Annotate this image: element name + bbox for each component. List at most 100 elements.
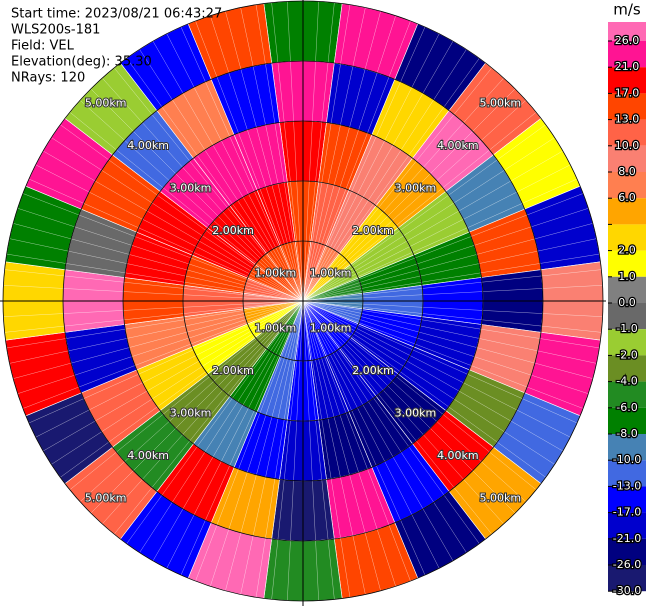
ring-label: 3.00km — [395, 182, 437, 195]
ray-line — [302, 300, 411, 582]
ring-label: 3.00km — [170, 182, 212, 195]
colorbar-label: 6.0 — [618, 191, 636, 204]
range-ring — [182, 180, 424, 422]
ray-line — [195, 300, 304, 582]
ring-label: 5.00km — [479, 97, 521, 110]
ray-line — [302, 124, 546, 302]
ray-line — [302, 300, 351, 598]
ray-line — [302, 300, 597, 364]
ray-line — [102, 77, 304, 302]
ray-line — [3, 300, 304, 317]
ring-label: 3.00km — [170, 406, 212, 419]
ray-line — [302, 300, 426, 576]
ray-line — [114, 300, 304, 535]
ray-line — [302, 285, 603, 302]
ray-line — [302, 300, 600, 349]
ray-line — [166, 300, 304, 569]
ray-line — [302, 300, 555, 465]
ray-line — [17, 208, 304, 302]
ray-line — [210, 15, 304, 302]
colorbar-segment — [608, 250, 646, 277]
ray-line — [302, 300, 593, 379]
ray-line — [139, 300, 304, 553]
colorbar-label: 0.0 — [618, 296, 636, 309]
ray-line — [51, 300, 304, 465]
ray-line — [139, 49, 304, 302]
ray-line — [225, 11, 304, 302]
ray-line — [69, 112, 304, 302]
ray-line — [302, 15, 396, 302]
ray-line — [287, 300, 304, 601]
range-ring — [2, 0, 604, 602]
ray-line — [22, 193, 304, 302]
ray-line — [302, 26, 426, 302]
colorbar-segment — [608, 145, 646, 172]
ray-line — [302, 164, 571, 302]
ray-line — [302, 300, 563, 452]
ray-line — [302, 300, 396, 587]
ray-line — [287, 1, 304, 302]
ray-line — [13, 223, 304, 302]
ray-line — [302, 300, 603, 317]
info-text: WLS200s-181 — [11, 23, 100, 38]
ray-line — [302, 77, 504, 302]
colorbar-label: -17.0 — [613, 506, 641, 519]
ray-line — [225, 300, 304, 591]
ray-line — [302, 33, 440, 302]
colorbar-title: m/s — [613, 1, 641, 19]
ray-line — [302, 253, 600, 302]
ray-line — [210, 300, 304, 587]
ray-line — [102, 300, 304, 525]
ray-line — [302, 300, 440, 569]
ray-line — [302, 49, 467, 302]
colorbar-label: -1.0 — [616, 322, 637, 335]
ray-line — [255, 4, 304, 302]
ring-label: 2.00km — [212, 364, 254, 377]
ring-label: 4.00km — [437, 449, 479, 462]
colorbar-label: 26.0 — [615, 34, 640, 47]
ray-line — [79, 300, 304, 502]
info-text: Field: VEL — [11, 39, 75, 54]
ray-line — [271, 300, 304, 600]
ray-line — [302, 300, 571, 438]
colorbar-segment — [608, 67, 646, 94]
ring-label: 1.00km — [310, 266, 352, 279]
colorbar-label: 8.0 — [618, 165, 636, 178]
ray-line — [240, 300, 304, 595]
ray-line — [43, 300, 304, 452]
ray-line — [90, 300, 304, 514]
ray-line — [9, 300, 304, 364]
ray-line — [126, 300, 304, 544]
ray-line — [114, 67, 304, 302]
ray-line — [302, 58, 480, 302]
ray-line — [302, 100, 527, 302]
colorbar-segment — [608, 172, 646, 199]
colorbar-segment — [608, 224, 646, 251]
ray-line — [69, 300, 304, 490]
ring-label: 5.00km — [85, 97, 127, 110]
ray-line — [302, 300, 537, 490]
ray-line — [302, 300, 335, 600]
colorbar-segment — [608, 276, 646, 303]
colorbar-segment — [608, 93, 646, 120]
colorbar-label: 10.0 — [615, 139, 640, 152]
ray-line — [302, 223, 593, 302]
ring-label: 2.00km — [352, 364, 394, 377]
ray-line — [152, 41, 304, 302]
ray-line — [28, 300, 304, 424]
colorbar-label: 1.0 — [618, 270, 636, 283]
ray-line — [302, 300, 454, 561]
info-text: NRays: 120 — [11, 71, 85, 86]
ray-line — [302, 112, 537, 302]
colorbar-label: -10.0 — [613, 453, 641, 466]
ray-line — [302, 11, 381, 302]
ray-line — [302, 2, 335, 302]
colorbar-segment — [608, 381, 646, 408]
ray-line — [302, 300, 589, 394]
range-ring — [62, 60, 544, 542]
colorbar-segment — [608, 119, 646, 146]
ray-line — [79, 100, 304, 302]
ray-line — [51, 137, 304, 302]
ray-line — [302, 137, 555, 302]
